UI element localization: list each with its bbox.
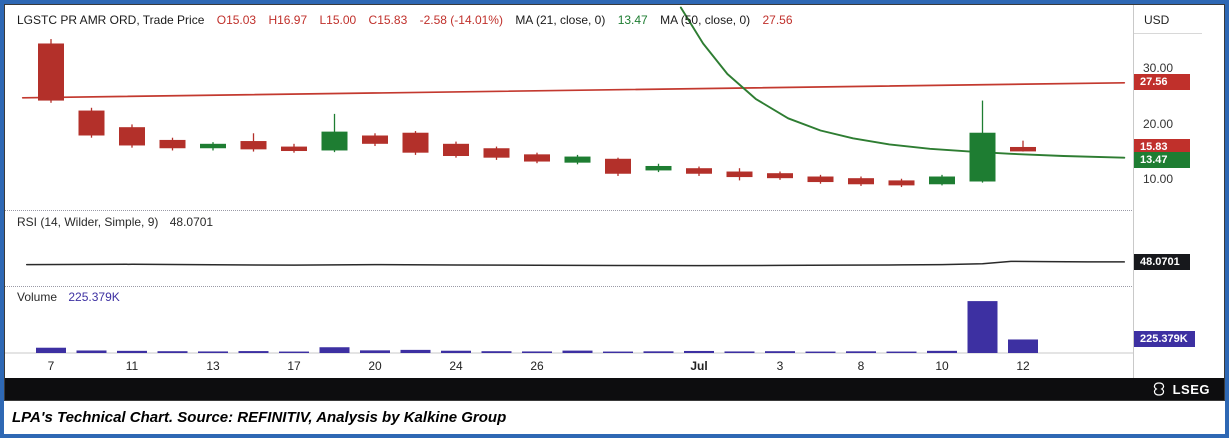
volume-badge: 225.379K (1134, 331, 1195, 348)
instrument-title: LGSTC PR AMR ORD, Trade Price (17, 13, 205, 27)
chart-panel: 7 11 13 17 20 24 26 Jul 3 8 10 12 LGSTC PR AMR ORD,… (4, 4, 1225, 401)
ma50-label: MA (50, close, 0) (660, 13, 751, 27)
pane-separator-rsi (5, 210, 1224, 211)
x-axis-tick: 26 (530, 359, 544, 373)
x-axis-tick: 24 (449, 359, 463, 373)
volume-label: Volume (17, 290, 58, 304)
price-axis-tick: 10.00 (1143, 172, 1174, 187)
price-axis-tick: 20.00 (1143, 116, 1174, 131)
x-axis-tick: 17 (287, 359, 301, 373)
ma21-label: MA (21, close, 0) (515, 13, 606, 27)
rsi-legend: RSI (14, Wilder, Simple, 9) 48.0701 (17, 215, 221, 229)
change-value: -2.58 (-14.01%) (419, 13, 503, 27)
open-value: O15.03 (216, 13, 257, 27)
x-axis-tick: Jul (690, 359, 707, 373)
low-value: L15.00 (319, 13, 357, 27)
volume-value: 225.379K (68, 290, 120, 304)
x-axis-ticks: 7 11 13 17 20 24 26 Jul 3 8 10 12 (48, 359, 1030, 373)
price-rsi-volume-plot[interactable]: 7 11 13 17 20 24 26 Jul 3 8 10 12 (5, 5, 1133, 378)
lseg-brand-text: LSEG (1172, 381, 1210, 397)
lseg-bar: LSEG (5, 378, 1224, 400)
caption-text: LPA's Technical Chart. Source: REFINITIV… (12, 409, 507, 426)
volume-legend: Volume 225.379K (17, 290, 128, 304)
technical-chart[interactable]: 7 11 13 17 20 24 26 Jul 3 8 10 12 LGSTC PR AMR ORD,… (5, 5, 1224, 378)
rsi-line (25, 260, 1126, 267)
ma21-badge: 13.47 (1134, 152, 1190, 169)
price-axis-tick: 30.00 (1143, 61, 1174, 76)
ma21-line (679, 6, 1126, 159)
x-axis-tick: 20 (368, 359, 382, 373)
ma21-value: 13.47 (617, 13, 648, 27)
price-axis-panel[interactable]: USD 30.00 20.00 10.00 27.56 15.83 13.47 48.070… (1133, 5, 1224, 378)
currency-label: USD (1134, 5, 1202, 34)
lseg-logo-icon (1151, 381, 1167, 397)
x-axis-tick: 10 (935, 359, 949, 373)
x-axis-tick: 12 (1016, 359, 1030, 373)
ma50-badge: 27.56 (1134, 73, 1190, 90)
last-price-badge: 15.83 (1134, 138, 1190, 155)
price-legend: LGSTC PR AMR ORD, Trade Price O15.03 H16… (17, 13, 802, 27)
rsi-badge: 48.0701 (1134, 253, 1190, 270)
x-axis-tick: 8 (858, 359, 865, 373)
close-value: C15.83 (368, 13, 408, 27)
ma50-line (21, 81, 1126, 99)
pane-separator-volume (5, 286, 1224, 287)
x-axis-tick: 13 (206, 359, 220, 373)
rsi-label: RSI (14, Wilder, Simple, 9) (17, 215, 159, 229)
candlesticks (38, 39, 1036, 188)
caption-bar: LPA's Technical Chart. Source: REFINITIV… (4, 401, 1225, 434)
rsi-value: 48.0701 (169, 215, 214, 229)
x-axis-tick: 3 (777, 359, 784, 373)
volume-bars (36, 301, 1038, 353)
high-value: H16.97 (268, 13, 308, 27)
ma50-value: 27.56 (762, 13, 793, 27)
x-axis-tick: 7 (48, 359, 55, 373)
x-axis-tick: 11 (126, 359, 139, 373)
